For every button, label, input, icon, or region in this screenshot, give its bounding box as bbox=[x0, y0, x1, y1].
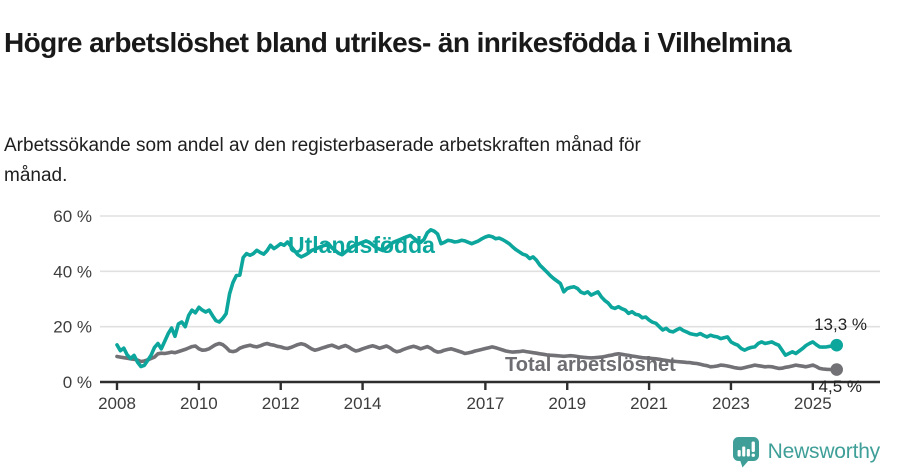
x-tick-label: 2025 bbox=[794, 394, 832, 413]
end-dot bbox=[830, 338, 843, 352]
x-tick-label: 2019 bbox=[548, 394, 586, 413]
end-dot bbox=[830, 363, 843, 376]
end-value-label: 4,5 % bbox=[819, 377, 862, 396]
page-subtitle: Arbetssökande som andel av den registerb… bbox=[4, 135, 641, 186]
x-tick-label: 2008 bbox=[98, 394, 136, 413]
x-tick-label: 2010 bbox=[180, 394, 218, 413]
line-utlandsfodda bbox=[115, 227, 839, 369]
newsworthy-logo: Newsworthy bbox=[732, 436, 880, 468]
y-tick-label: 60 % bbox=[53, 207, 92, 226]
page-title: Högre arbetslöshet bland utrikes- än inr… bbox=[4, 26, 792, 58]
end-value-label: 13,3 % bbox=[814, 315, 867, 334]
x-tick-label: 2017 bbox=[466, 394, 504, 413]
series-label: Total arbetslöshet bbox=[505, 354, 676, 376]
x-tick-label: 2014 bbox=[344, 394, 382, 413]
y-tick-label: 40 % bbox=[53, 262, 92, 281]
newsworthy-logo-text: Newsworthy bbox=[767, 440, 881, 463]
line-chart: 0 % 20 % 40 % 60 % 2008 2010 2012 2014 2017 2019 2… bbox=[0, 192, 900, 432]
x-tick-label: 2023 bbox=[712, 394, 750, 413]
x-tick-label: 2021 bbox=[630, 394, 668, 413]
y-tick-label: 20 % bbox=[53, 318, 92, 337]
y-tick-label: 0 % bbox=[63, 373, 92, 392]
series-label: Utlandsfödda bbox=[288, 232, 435, 258]
x-tick-label: 2012 bbox=[262, 394, 300, 413]
chart-svg: 0 % 20 % 40 % 60 % 2008 2010 2012 2014 2017 2019 2… bbox=[53, 207, 880, 413]
line-total-arbetsloshet bbox=[115, 341, 839, 372]
newsworthy-logo-icon bbox=[732, 437, 759, 468]
